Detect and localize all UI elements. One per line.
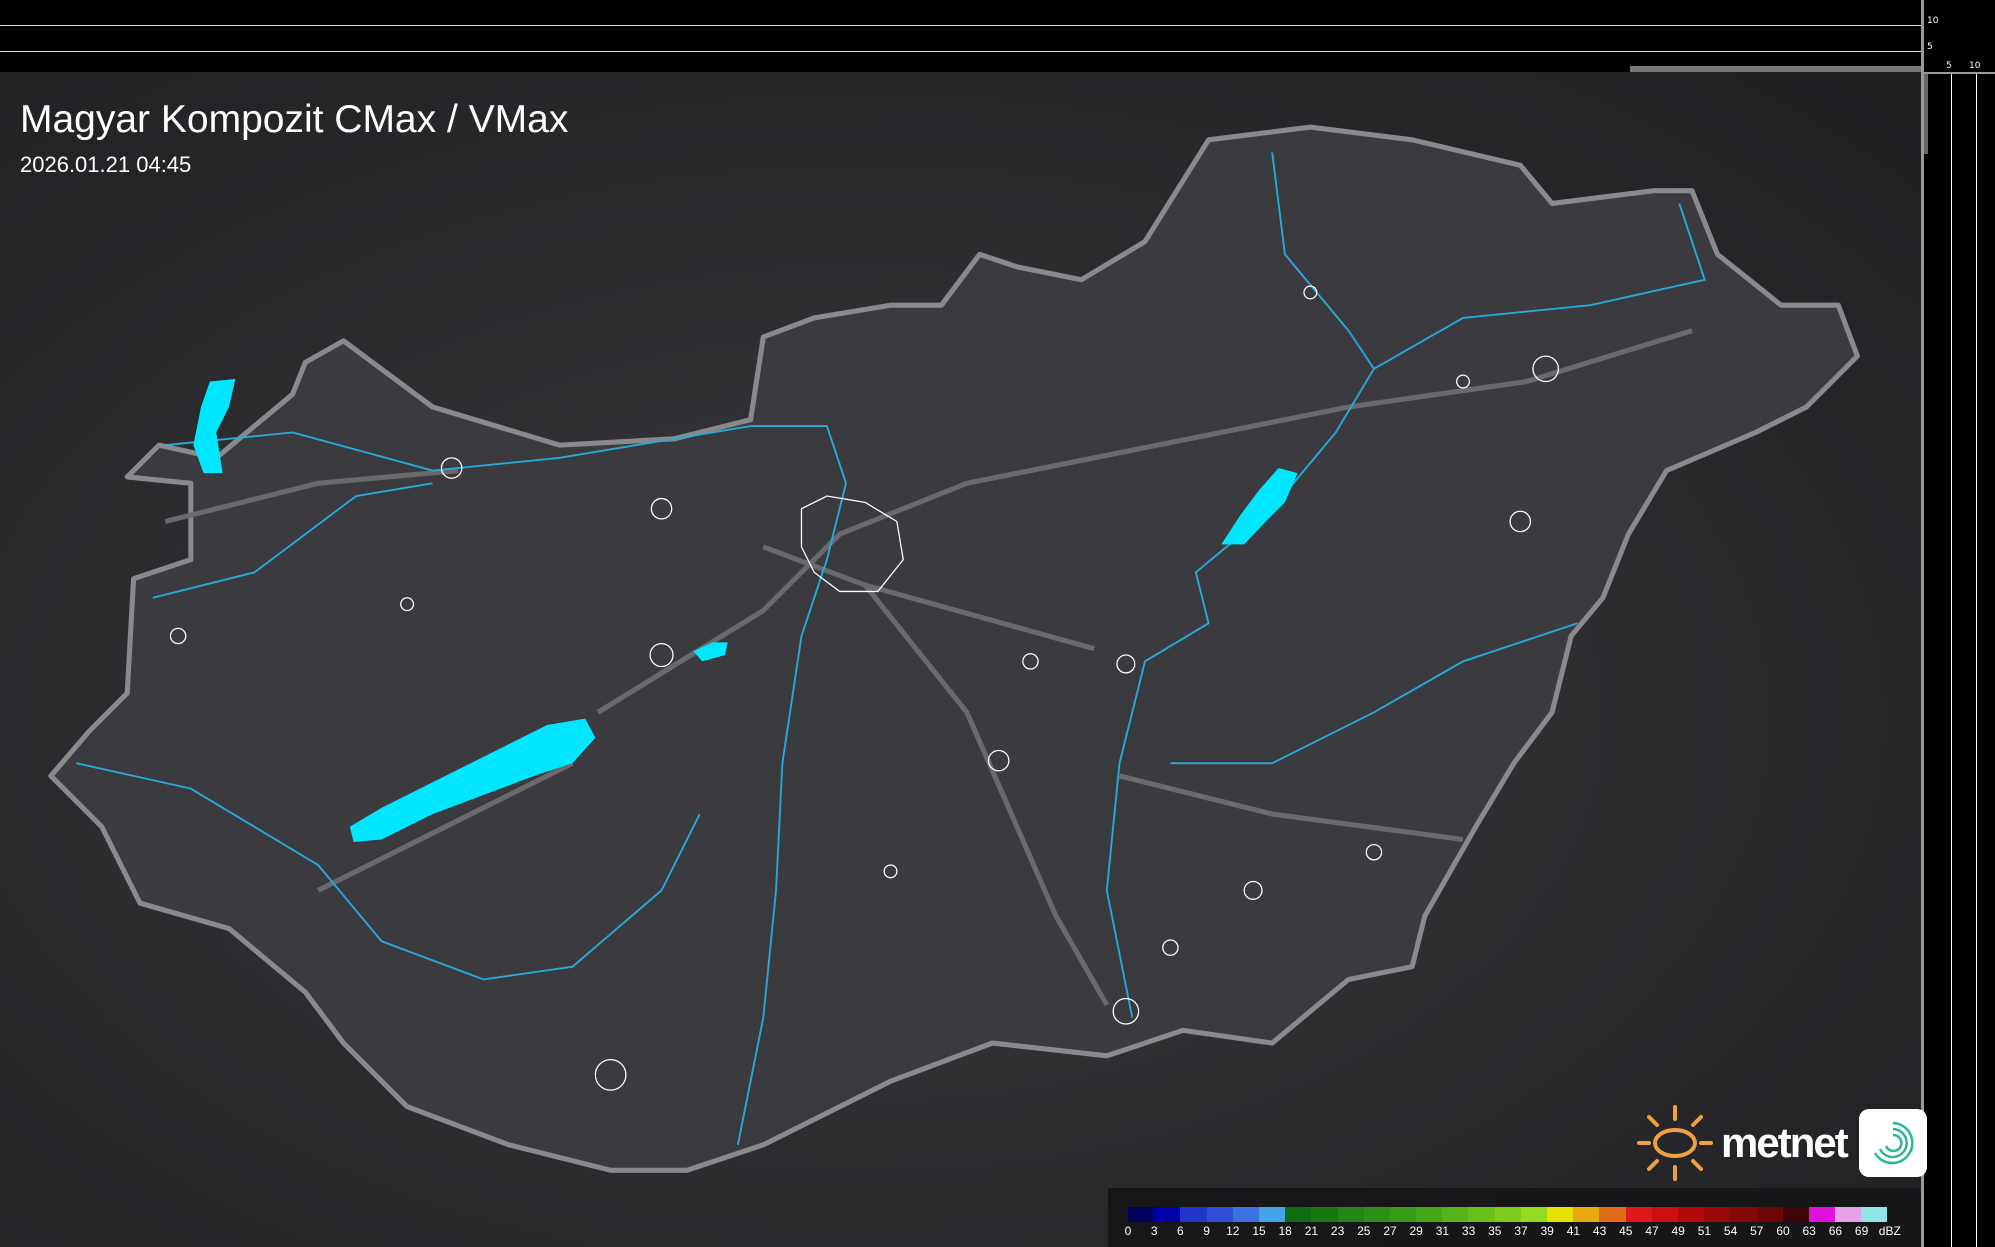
legend-swatch: [1206, 1207, 1233, 1222]
legend-label: 29: [1409, 1224, 1423, 1238]
profile-bar: [1924, 74, 1928, 154]
legend-swatch: [1363, 1207, 1390, 1222]
legend-unit: dBZ: [1878, 1224, 1901, 1238]
brand-name: metnet: [1721, 1119, 1849, 1166]
legend-label: 6: [1177, 1224, 1184, 1238]
radar-map[interactable]: [0, 72, 1921, 1247]
legend-swatch: [1651, 1207, 1678, 1222]
legend-label: 51: [1697, 1224, 1712, 1238]
lake-balaton: [349, 718, 596, 843]
axis-label: 10: [1927, 16, 1939, 26]
legend-label: 21: [1304, 1224, 1319, 1238]
axis-label: 5: [1927, 42, 1933, 52]
profile-gridline: [1951, 74, 1952, 1247]
legend-label: 0: [1124, 1224, 1132, 1238]
legend-swatch: [1389, 1207, 1417, 1222]
legend-label: 9: [1203, 1224, 1210, 1238]
lake-velence: [693, 642, 728, 662]
legend-label: 35: [1488, 1224, 1502, 1238]
legend-swatch: [1835, 1207, 1862, 1222]
legend-swatch: [1337, 1207, 1364, 1222]
legend-swatch: [1861, 1207, 1888, 1222]
legend-swatch: [1756, 1207, 1783, 1222]
legend-label: 27: [1383, 1224, 1397, 1238]
legend-swatch: [1573, 1207, 1600, 1222]
legend-label: 49: [1671, 1224, 1685, 1238]
legend-swatch: [1730, 1207, 1757, 1222]
legend-label: 39: [1540, 1224, 1554, 1238]
legend-label: 23: [1330, 1224, 1345, 1238]
legend-label: 54: [1723, 1224, 1738, 1238]
axis-line: [1921, 72, 1995, 74]
legend-label: 15: [1252, 1224, 1266, 1238]
legend-swatch: [1547, 1207, 1574, 1222]
legend-label: 3: [1150, 1224, 1158, 1238]
legend-label: 66: [1828, 1224, 1843, 1238]
legend-label: 69: [1854, 1224, 1869, 1238]
legend-label: 31: [1435, 1224, 1450, 1238]
legend-label: 25: [1357, 1224, 1371, 1238]
legend-swatch: [1311, 1207, 1338, 1222]
legend-swatch: [1180, 1207, 1207, 1222]
lake-ferto: [193, 378, 236, 474]
axis-label: 10: [1969, 61, 1981, 71]
profile-gridline-5: [0, 51, 1921, 52]
legend-swatch: [1599, 1207, 1626, 1222]
lakes: [193, 378, 1298, 843]
legend-label: 60: [1776, 1224, 1790, 1238]
side-profile-panel: 10 5 5 10: [1921, 0, 1995, 1247]
legend-swatch: [1416, 1207, 1443, 1222]
river-drava: [76, 762, 701, 981]
legend-label: 63: [1802, 1224, 1816, 1238]
axis-label: 5: [1946, 61, 1952, 71]
metnet-logo[interactable]: metnet: [1635, 1103, 1927, 1183]
legend-swatch: [1782, 1207, 1809, 1222]
hungary-territory: [48, 124, 1860, 1173]
legend-swatch: [1494, 1207, 1521, 1222]
dbz-color-legend: 0 3 6 9 12 15 18 21 23 25 27 29 31 33 35 37 39 41 43 45 47 49…: [1108, 1188, 1921, 1247]
lake-tisza: [1221, 468, 1298, 545]
legend-label: 12: [1226, 1224, 1240, 1238]
map-title: Magyar Kompozit CMax / VMax: [20, 98, 569, 141]
profile-bar: [1630, 66, 1921, 72]
legend-swatch: [1442, 1207, 1469, 1222]
top-profile-panel: [0, 0, 1921, 72]
legend-swatch: [1677, 1207, 1705, 1222]
legend-swatch: [1808, 1207, 1836, 1222]
county-borders: [164, 328, 1693, 1007]
legend-swatch: [1232, 1207, 1259, 1222]
city-budapest: [800, 495, 904, 593]
profile-gridline-10: [0, 25, 1921, 26]
legend-swatch: [1520, 1207, 1547, 1222]
map-svg: [48, 124, 1860, 1173]
legend-swatch: [1625, 1207, 1652, 1222]
city-outlines: [169, 285, 1560, 1091]
legend-label: 37: [1514, 1224, 1528, 1238]
legend-label: 43: [1592, 1224, 1607, 1238]
legend-label: 45: [1619, 1224, 1633, 1238]
legend-swatch: [1128, 1207, 1155, 1222]
river-raba: [152, 482, 433, 599]
legend-swatch: [1258, 1207, 1286, 1222]
legend-swatch: [1468, 1207, 1495, 1222]
river-koros: [1170, 622, 1578, 765]
legend-label: 18: [1278, 1224, 1292, 1238]
sun-icon: [1637, 1105, 1713, 1181]
river-danube: [165, 425, 847, 1146]
legend-labels: 0 3 6 9 12 15 18 21 23 25 27 29 31 33 35 37 39 41 43 45 47 49…: [1124, 1224, 1928, 1240]
legend-swatch: [1285, 1207, 1312, 1222]
legend-label: 57: [1750, 1224, 1764, 1238]
legend-label: 33: [1461, 1224, 1476, 1238]
legend-label: 41: [1566, 1224, 1581, 1238]
legend-swatch: [1154, 1207, 1181, 1222]
legend-color-bar: [1128, 1207, 1888, 1222]
legend-label: 47: [1645, 1224, 1659, 1238]
profile-gridline: [1976, 74, 1977, 1247]
legend-swatch: [1704, 1207, 1731, 1222]
map-timestamp: 2026.01.21 04:45: [20, 152, 192, 177]
swirl-app-icon: [1858, 1109, 1927, 1177]
